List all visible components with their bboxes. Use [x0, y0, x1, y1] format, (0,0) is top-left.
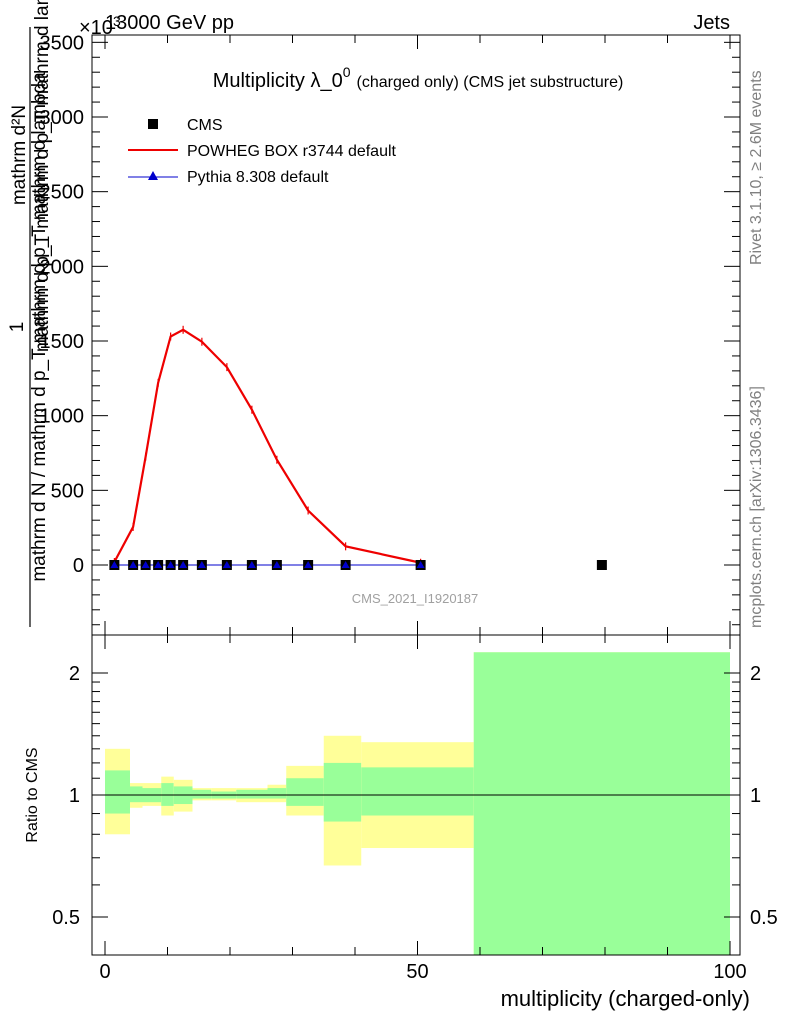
- ratio-band-green: [473, 652, 730, 955]
- ratio-band-green: [267, 788, 287, 799]
- cms-point: [596, 560, 607, 570]
- main-ytick-label: 3000: [40, 107, 85, 129]
- ratio-frame: [91, 634, 741, 956]
- legend-powheg-label: POWHEG BOX r3744 default: [187, 143, 397, 160]
- mcplots-label: mcplots.cern.ch [arXiv:1306.3436]: [748, 386, 765, 628]
- legend-pythia-marker: [148, 171, 158, 180]
- ylabel-upper: mathrm d²N: [9, 105, 30, 205]
- ylabel-middle: mathrm d p_T mathrm d p_T mathrm d lambd…: [32, 0, 53, 352]
- ratio-ytick-label: 0.5: [52, 907, 80, 929]
- legend-cms-label: CMS: [187, 117, 223, 134]
- pythia-point: [341, 561, 350, 568]
- energy-label: 13000 GeV pp: [105, 12, 234, 34]
- ratio-ytick-label-right: 1: [750, 785, 761, 807]
- main-ytick-label: 500: [51, 480, 84, 502]
- ratio-ytick-label: 1: [69, 785, 80, 807]
- main-ytick-label: 1500: [40, 331, 85, 353]
- x-tick-label: 50: [406, 961, 428, 983]
- ratio-band-green: [361, 767, 474, 816]
- ratio-band-green: [130, 786, 143, 803]
- pythia-point: [179, 561, 188, 568]
- ratio-band-green: [286, 778, 324, 806]
- main-ylabel: 1 mathrm d N / mathrm d p_T mathrm d p_T…: [7, 27, 50, 627]
- legend: CMS POWHEG BOX r3744 default Pythia 8.30…: [128, 117, 397, 186]
- pythia-point: [416, 561, 425, 568]
- powheg-line: [113, 328, 421, 564]
- main-ytick-label: 2000: [40, 256, 85, 278]
- ratio-ytick-label-right: 2: [750, 663, 761, 685]
- pythia-point: [197, 561, 206, 568]
- main-ytick-label: 1000: [40, 406, 85, 428]
- ratio-band-green: [236, 789, 268, 799]
- chart-title: Multiplicity λ_00(charged only) (CMS jet…: [213, 64, 624, 92]
- pythia-point: [304, 561, 313, 568]
- pythia-point: [154, 561, 163, 568]
- pythia-point: [247, 561, 256, 568]
- main-ytick-label: 0: [73, 555, 84, 577]
- x-tick-label: 0: [99, 961, 110, 983]
- pythia-point: [272, 561, 281, 568]
- ratio-band-green: [161, 783, 174, 806]
- ratio-band-green: [105, 770, 130, 814]
- pythia-point: [141, 561, 150, 568]
- legend-cms-marker: [148, 119, 158, 129]
- ratio-bands: [105, 652, 730, 955]
- exponent-multiplier: ×103: [79, 13, 121, 39]
- x-tick-label: 100: [713, 961, 746, 983]
- rivet-label: Rivet 3.1.10, ≥ 2.6M events: [748, 70, 765, 265]
- legend-pythia-label: Pythia 8.308 default: [187, 169, 329, 186]
- pythia-point: [166, 561, 175, 568]
- ratio-ytick-label-right: 0.5: [750, 907, 778, 929]
- ylabel-bottom: mathrm d N / mathrm d p_T mathrm d p_T m…: [29, 72, 50, 582]
- process-label: Jets: [693, 12, 730, 34]
- pythia-point: [129, 561, 138, 568]
- ylabel-mid: mathrm d p_T mathrm d p_T mathrm d lambd…: [32, 0, 53, 352]
- ratio-ylabel: Ratio to CMS: [24, 747, 41, 842]
- main-axes: 0 500 1000 1500 2000 2500 3000 3500: [40, 32, 740, 635]
- pythia-point: [222, 561, 231, 568]
- analysis-watermark: CMS_2021_I1920187: [352, 591, 479, 606]
- ratio-plot-panel: 0.5 0.5 1 1 2 2 0 50 100 Ratio to CMS multiplici…: [24, 634, 778, 1011]
- main-curves: [109, 325, 607, 570]
- main-ytick-label: 2500: [40, 182, 85, 204]
- ratio-axes: 0.5 0.5 1 1 2 2 0 50 100: [52, 635, 778, 983]
- ratio-ytick-label: 2: [69, 663, 80, 685]
- main-ytick-label: 3500: [40, 32, 85, 54]
- ratio-band-green: [323, 762, 362, 822]
- ylabel-frac-num: 1: [7, 322, 28, 333]
- ratio-band-green: [192, 789, 212, 799]
- pythia-point: [110, 561, 119, 568]
- ylabel-top: mathrm d²N: [9, 105, 30, 205]
- x-axis-label: multiplicity (charged-only): [501, 986, 750, 1011]
- main-plot-panel: 0 500 1000 1500 2000 2500 3000 3500 Multiplicit…: [7, 0, 741, 636]
